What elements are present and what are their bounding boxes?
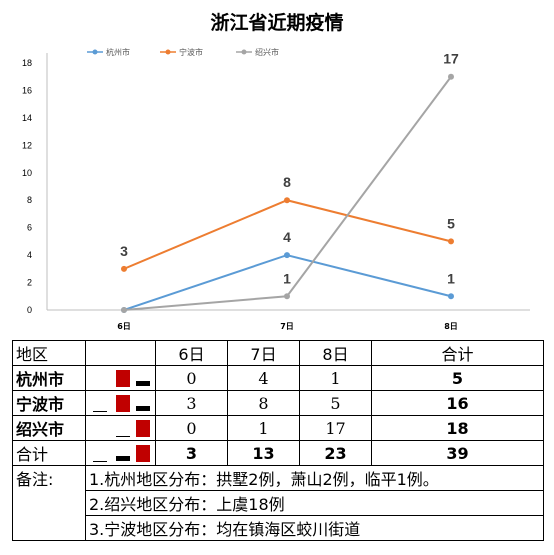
data-label: 3 [120,243,128,259]
cell-total: 5 [371,365,544,391]
legend-marker [165,49,171,55]
region-name: 合计 [12,440,86,466]
cell-day7: 1 [227,415,300,441]
underline-icon [93,460,107,462]
header-icons [85,340,156,366]
x-tick-label: 6日 [117,322,131,331]
data-label: 1 [283,270,291,286]
data-point [121,307,127,313]
x-tick-label: 7日 [280,322,294,331]
y-tick-label: 4 [27,250,32,260]
underline-icon [93,410,107,412]
cell-day8: 17 [299,415,372,441]
legend-label: 杭州市 [106,47,130,57]
data-label: 5 [447,215,455,231]
mini-icons [85,390,156,416]
y-tick-label: 2 [27,278,32,288]
region-name: 宁波市 [12,390,86,416]
cell-day6: 3 [155,390,228,416]
data-label: 1 [447,270,455,286]
cell-total: 18 [371,415,544,441]
cell-day7: 4 [227,365,300,391]
mini-icons [85,365,156,391]
data-label: 17 [443,51,459,67]
data-point [284,197,290,204]
cell-day8: 5 [299,390,372,416]
red-square-icon [116,369,130,387]
black-bar-icon [136,405,150,411]
table-row: 杭州市 0 4 1 5 [12,365,544,391]
line-chart: 0 2 4 6 8 10 12 14 16 18 6日 7日 8日 杭州市 宁波市 绍兴市 4 1 3 8 5 1 17 [22,47,530,331]
header-day7: 7日 [227,340,300,366]
cell-total: 39 [371,440,544,466]
header-day6: 6日 [155,340,228,366]
legend-marker [92,49,98,55]
y-tick-label: 14 [22,113,32,123]
cell-day6: 0 [155,415,228,441]
mini-icons [85,415,156,441]
y-tick-label: 8 [27,195,32,205]
data-point [448,238,454,245]
cell-day6: 3 [155,440,228,466]
data-point [448,73,454,80]
mini-icons [85,440,156,466]
note-line: 2.绍兴地区分布：上虞18例 [85,490,544,516]
data-point [284,293,290,300]
legend-label: 宁波市 [179,47,203,57]
cell-day8: 23 [299,440,372,466]
red-square-icon [136,419,150,437]
y-tick-label: 6 [27,223,32,233]
chart-title: 浙江省近期疫情 [210,12,344,34]
y-tick-label: 18 [22,58,32,68]
notes-label: 备注: [12,465,86,541]
y-tick-label: 16 [22,85,32,95]
data-point [448,293,454,300]
data-label: 8 [283,174,291,190]
y-tick-label: 0 [27,305,32,315]
cell-day7: 13 [227,440,300,466]
notes-row: 备注: 1.杭州地区分布：拱墅2例，萧山2例，临平1例。 [12,465,544,541]
region-name: 杭州市 [12,365,86,391]
legend-marker [241,49,247,55]
y-tick-label: 12 [22,140,32,150]
table-row: 合计 3 13 23 39 [12,440,544,466]
table-row: 宁波市 3 8 5 16 [12,390,544,416]
cell-day8: 1 [299,365,372,391]
table-row: 绍兴市 0 1 17 18 [12,415,544,441]
black-bar-icon [136,380,150,386]
underline-icon [116,435,130,437]
data-label: 4 [283,229,291,245]
case-table: 地区 6日 7日 8日 合计 杭州市 0 4 1 5 宁波市 3 8 5 16 … [12,340,544,541]
cell-total: 16 [371,390,544,416]
header-region: 地区 [12,340,86,366]
note-line: 1.杭州地区分布：拱墅2例，萧山2例，临平1例。 [85,465,544,491]
black-bar-icon [116,455,130,461]
header-day8: 8日 [299,340,372,366]
header-total: 合计 [371,340,544,366]
region-name: 绍兴市 [12,415,86,441]
notes-row: 2.绍兴地区分布：上虞18例 [13,490,544,516]
data-point [284,252,290,259]
red-square-icon [116,394,130,412]
x-tick-label: 8日 [444,322,458,331]
cell-day7: 8 [227,390,300,416]
y-tick-label: 10 [22,168,32,178]
note-line: 3.宁波地区分布：均在镇海区蛟川街道 [85,515,544,541]
red-square-icon [136,444,150,462]
cell-day6: 0 [155,365,228,391]
notes-row: 3.宁波地区分布：均在镇海区蛟川街道 [13,515,544,541]
table-header-row: 地区 6日 7日 8日 合计 [12,340,544,366]
legend-label: 绍兴市 [255,47,279,57]
data-point [121,265,127,272]
